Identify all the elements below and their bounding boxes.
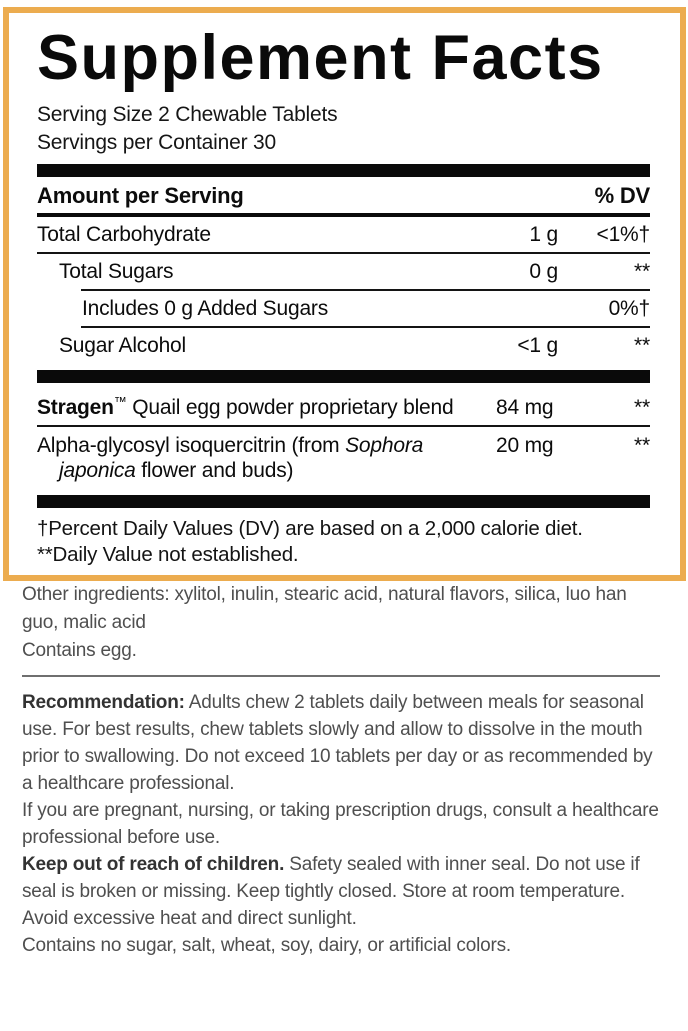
blend-name: Stragen™ Quail egg powder proprietary bl…: [37, 389, 496, 420]
nutrient-dv: **: [634, 334, 650, 357]
thick-divider-bottom: [37, 495, 650, 508]
trademark-symbol: ™: [113, 394, 127, 409]
no-additives-text: Contains no sugar, salt, wheat, soy, dai…: [22, 935, 511, 956]
child-safety-paragraph: Keep out of reach of children. Safety se…: [22, 851, 662, 932]
table-header-row: Amount per Serving % DV: [37, 177, 650, 213]
blend-dv: **: [634, 434, 650, 457]
serving-info: Serving Size 2 Chewable Tablets Servings…: [37, 101, 650, 157]
blend-amount: 84 mg: [496, 396, 554, 419]
row-separator: [37, 425, 650, 427]
not-established-footnote: **Daily Value not established.: [37, 543, 299, 566]
nutrient-amount: 0 g: [529, 260, 558, 283]
safety-seal-text: Safety sealed with inner seal. Do not us…: [22, 854, 640, 929]
blend-name: Alpha-glycosyl isoquercitrin (from Sopho…: [37, 433, 496, 483]
servings-per-container-line: Servings per Container 30: [37, 131, 276, 154]
thick-divider-middle: [37, 370, 650, 383]
nutrient-name: Total Sugars: [59, 260, 174, 283]
supplement-facts-panel: Supplement Facts Serving Size 2 Chewable…: [3, 7, 686, 581]
footnotes: †Percent Daily Values (DV) are based on …: [37, 516, 650, 568]
keep-out-of-reach-label: Keep out of reach of children.: [22, 854, 285, 875]
nutrient-row-total-sugars: Total Sugars 0 g **: [37, 254, 650, 289]
blend-row-stragen: Stragen™ Quail egg powder proprietary bl…: [37, 383, 650, 425]
brand-name: Stragen: [37, 396, 114, 419]
other-ingredients-text: Other ingredients: xylitol, inulin, stea…: [22, 584, 627, 633]
nutrient-dv: **: [634, 260, 650, 283]
blend-row-isoquercitrin: Alpha-glycosyl isoquercitrin (from Sopho…: [37, 427, 650, 488]
nutrient-row-total-carbohydrate: Total Carbohydrate 1 g <1%†: [37, 217, 650, 252]
latin-species-name: Sophora japonica: [59, 434, 424, 482]
section-divider: [22, 675, 660, 677]
nutrient-amount: <1 g: [517, 334, 558, 357]
blend-name-rest: Quail egg powder proprietary blend: [126, 396, 454, 419]
nutrient-dv: 0%†: [608, 297, 651, 320]
contains-allergen-text: Contains egg.: [22, 640, 137, 661]
recommendation-paragraph: Recommendation: Adults chew 2 tablets da…: [22, 689, 662, 797]
nutrient-name: Includes 0 g Added Sugars: [82, 297, 329, 320]
dv-footnote: †Percent Daily Values (DV) are based on …: [37, 517, 583, 540]
row-separator: [37, 252, 650, 254]
thick-divider-top: [37, 164, 650, 177]
blend-name-prefix: Alpha-glycosyl isoquercitrin (from: [37, 434, 346, 457]
amount-per-serving-label: Amount per Serving: [37, 183, 244, 208]
blend-amount: 20 mg: [496, 434, 554, 457]
nutrient-amount: 1 g: [529, 223, 558, 246]
recommendation-text: Adults chew 2 tablets daily between meal…: [22, 692, 653, 794]
row-separator: [81, 326, 650, 328]
nutrient-row-added-sugars: Includes 0 g Added Sugars 0%†: [37, 291, 650, 326]
nutrient-name: Total Carbohydrate: [37, 223, 211, 246]
percent-dv-label: % DV: [594, 183, 651, 208]
serving-size-line: Serving Size 2 Chewable Tablets: [37, 103, 338, 126]
pregnancy-warning-text: If you are pregnant, nursing, or taking …: [22, 800, 659, 848]
blend-name-suffix: flower and buds): [135, 459, 294, 482]
nutrient-row-sugar-alcohol: Sugar Alcohol <1 g **: [37, 328, 650, 363]
header-rule: [37, 213, 650, 217]
nutrient-name: Sugar Alcohol: [59, 334, 186, 357]
blend-dv: **: [634, 396, 650, 419]
label-body-text: Other ingredients: xylitol, inulin, stea…: [0, 581, 688, 959]
recommendation-label: Recommendation:: [22, 692, 185, 713]
row-separator: [81, 289, 650, 291]
nutrient-dv: <1%†: [596, 223, 651, 246]
panel-title: Supplement Facts: [37, 23, 604, 93]
